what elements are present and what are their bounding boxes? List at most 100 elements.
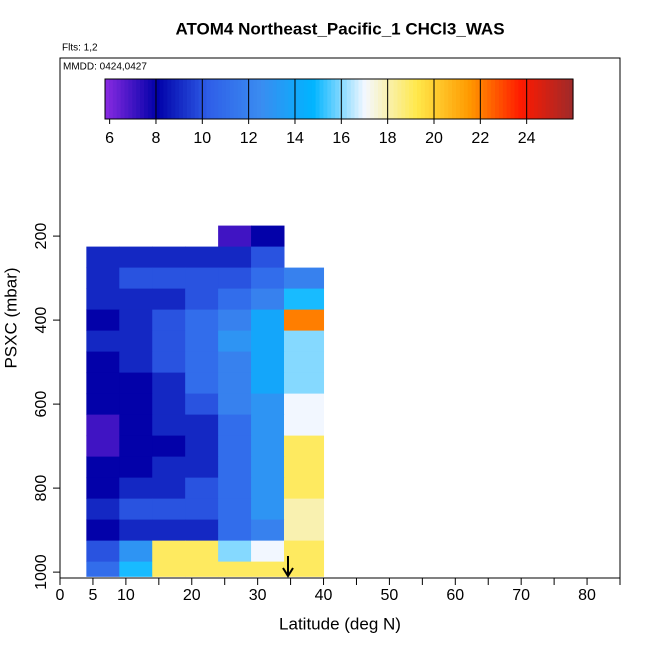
heatmap-cell [218,288,252,311]
colorbar-segment [452,79,457,119]
colorbar-frame [104,78,574,120]
colorbar-segment [506,79,512,119]
x-tick-label: 50 [381,587,399,604]
colorbar-segment [253,79,258,119]
heatmap-cell [218,414,252,437]
colorbar-segment [405,79,410,119]
y-axis-label: PSXC (mbar) [1,267,20,368]
heatmap-cell [119,519,153,542]
colorbar-segment [105,79,110,119]
heatmap-cell [185,309,219,332]
colorbar-tick-label: 16 [332,130,350,147]
heatmap-cell [119,372,153,395]
colorbar-segment [233,79,239,119]
heatmap-cell [251,540,285,563]
colorbar-segment [272,79,278,119]
heatmap-cell [284,414,325,437]
colorbar-segment [288,79,293,119]
colorbar-segment [264,79,270,119]
colorbar-segment [241,79,246,119]
colorbar-segment [229,79,235,119]
colorbar-segment [471,79,477,119]
heatmap-cell [185,288,219,311]
heatmap-cell [152,477,186,500]
colorbar-segment [436,79,441,119]
colorbar-segment [530,79,535,119]
heatmap-cell [284,393,325,416]
x-tick-label: 70 [512,587,530,604]
colorbar-segment [120,79,126,119]
colorbar-segment [151,79,157,119]
heatmap-cell [119,309,153,332]
colorbar-segment [475,79,480,119]
colorbar-segment [112,79,118,119]
colorbar-tick-label: 6 [105,130,114,147]
colorbar-segment [463,79,469,119]
colorbar-segment [444,79,449,119]
heatmap-cell [86,540,120,563]
heatmap-cell [218,372,252,395]
colorbar-tick-label: 24 [518,130,536,147]
colorbar-segment [179,79,184,119]
heatmap-cell [152,435,186,458]
colorbar-segment [315,79,321,119]
colorbar-segment [147,79,153,119]
heatmap-cell [119,498,153,521]
heatmap-cell [86,267,120,290]
heatmap-cell [284,456,325,479]
heatmap-cell [251,372,285,395]
heatmap-cell [185,330,219,353]
heatmap-cell [152,498,186,521]
colorbar-segment [116,79,122,119]
colorbar-segment [292,79,297,119]
heatmap-cell [119,414,153,437]
colorbar-segment [222,79,227,119]
colorbar-segment [374,79,379,119]
colorbar-segment [136,79,141,119]
heatmap-cell [119,351,153,374]
colorbar-segment [140,79,145,119]
colorbar-tick-label: 10 [193,130,211,147]
y-tick-label: 800 [33,475,50,502]
colorbar-segment [498,79,504,119]
heatmap-cell [218,435,252,458]
colorbar-segment [428,79,434,119]
heatmap-cell [86,456,120,479]
heatmap-cell [251,225,285,248]
heatmap-cell [119,288,153,311]
colorbar-segment [413,79,418,119]
heatmap-cell [185,540,219,563]
colorbar-segment [167,79,172,119]
heatmap-cell [284,267,325,290]
heatmap [86,225,325,577]
heatmap-cell [185,561,219,577]
colorbar-segment [144,79,149,119]
colorbar-segment [155,79,161,119]
heatmap-cell [185,372,219,395]
heatmap-cell [284,477,325,500]
heatmap-cell [218,561,252,577]
plot-frame [59,57,621,579]
heatmap-cell [218,498,252,521]
colorbar-segment [303,79,309,119]
heatmap-cell [152,330,186,353]
heatmap-cell [86,414,120,437]
heatmap-cell [86,519,120,542]
heatmap-cell [86,561,120,577]
colorbar-segment [491,79,496,119]
colorbar-segment [487,79,492,119]
heatmap-cell [218,393,252,416]
heatmap-cell [119,561,153,577]
colorbar-segment [128,79,133,119]
colorbar-segment [459,79,465,119]
heatmap-cell [218,267,252,290]
colorbar-segment [522,79,527,119]
heatmap-cell [251,561,285,577]
heatmap-cell [152,414,186,437]
heatmap-cell [86,477,120,500]
colorbar-segment [198,79,204,119]
colorbar-segment [163,79,168,119]
heatmap-cell [86,309,120,332]
colorbar-tick-label: 20 [425,130,443,147]
subtitle: Flts: 1,2 [62,43,98,54]
